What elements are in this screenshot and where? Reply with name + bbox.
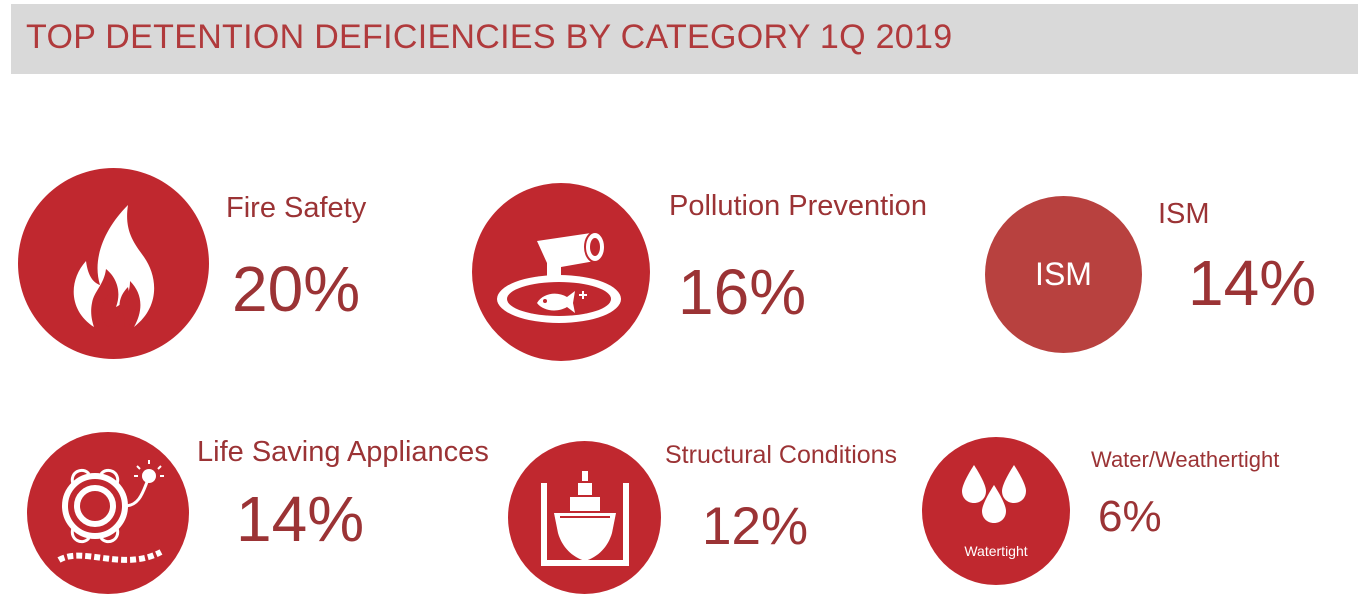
water-drops-icon: [962, 465, 1026, 523]
lifebuoy-icon: [57, 460, 164, 563]
pollution-prevention-percent: 16%: [678, 256, 807, 328]
pollution-prevention-badge: [472, 183, 650, 361]
structural-conditions-badge: [508, 441, 661, 594]
watertight-caption: Watertight: [964, 543, 1028, 559]
life-saving-appliances-badge: [27, 432, 189, 594]
ism-badge-text: ISM: [1035, 256, 1092, 292]
ism-badge: ISM: [985, 196, 1142, 353]
title-bar: TOP DETENTION DEFICIENCIES BY CATEGORY 1…: [11, 4, 1358, 74]
water-weathertight-percent: 6%: [1098, 492, 1162, 541]
life-saving-appliances-label: Life Saving Appliances: [197, 436, 489, 468]
water-weathertight-label: Water/Weathertight: [1091, 447, 1280, 472]
ism-label: ISM: [1158, 198, 1210, 230]
ship-drydock-icon: [540, 470, 629, 566]
fire-safety-label: Fire Safety: [226, 192, 367, 224]
life-saving-appliances-percent: 14%: [236, 483, 365, 555]
pollution-prevention-label: Pollution Prevention: [669, 190, 927, 222]
structural-conditions-percent: 12%: [702, 497, 809, 556]
fire-safety-percent: 20%: [232, 253, 361, 325]
ism-percent: 14%: [1188, 247, 1317, 319]
structural-conditions-label: Structural Conditions: [665, 441, 898, 469]
fire-safety-badge: [18, 168, 209, 359]
flame-icon: [73, 204, 154, 327]
pollution-pipe-fish-icon: [497, 231, 621, 323]
water-weathertight-badge: Watertight: [922, 437, 1070, 585]
page-title: TOP DETENTION DEFICIENCIES BY CATEGORY 1…: [26, 18, 953, 56]
